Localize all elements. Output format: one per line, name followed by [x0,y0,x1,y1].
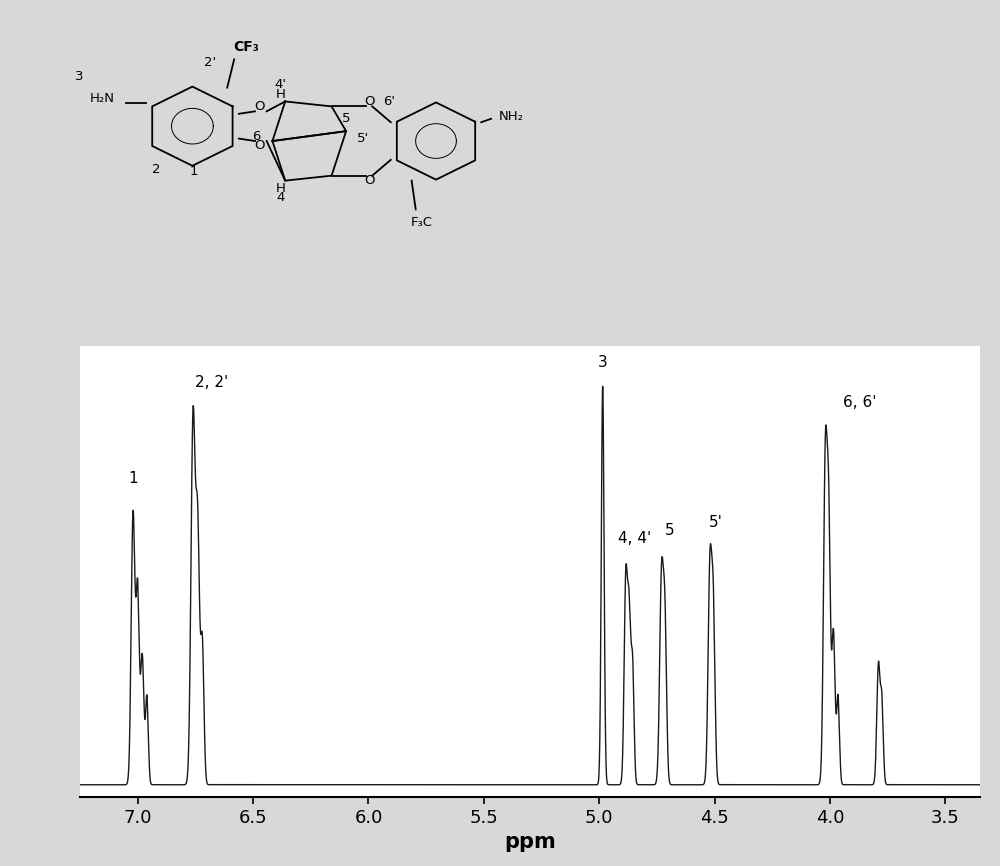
Text: 4': 4' [275,78,287,91]
Text: 1: 1 [189,165,198,178]
Text: H: H [276,182,285,195]
Text: 5: 5 [342,113,350,126]
Text: 6, 6': 6, 6' [843,395,877,410]
Text: 2: 2 [152,163,161,177]
Text: 5: 5 [665,523,674,538]
Text: 6': 6' [384,95,396,108]
X-axis label: ppm: ppm [504,832,556,852]
Text: CF₃: CF₃ [233,40,259,54]
Text: O: O [254,139,265,152]
Text: NH₂: NH₂ [499,110,524,123]
Text: H: H [276,87,285,100]
Text: 4, 4': 4, 4' [618,531,652,546]
Text: O: O [254,100,265,113]
Text: 4: 4 [276,191,285,204]
Text: O: O [364,174,375,187]
Text: 2, 2': 2, 2' [195,375,228,391]
Text: O: O [364,95,375,108]
Text: 3: 3 [598,355,608,371]
Text: 1: 1 [128,471,138,486]
Text: 5': 5' [709,514,723,530]
Text: 5': 5' [357,132,370,145]
Text: 2': 2' [204,56,216,69]
Text: 3: 3 [75,70,84,83]
Text: 6: 6 [252,130,260,143]
Text: H₂N: H₂N [90,93,115,106]
Text: F₃C: F₃C [411,216,432,229]
